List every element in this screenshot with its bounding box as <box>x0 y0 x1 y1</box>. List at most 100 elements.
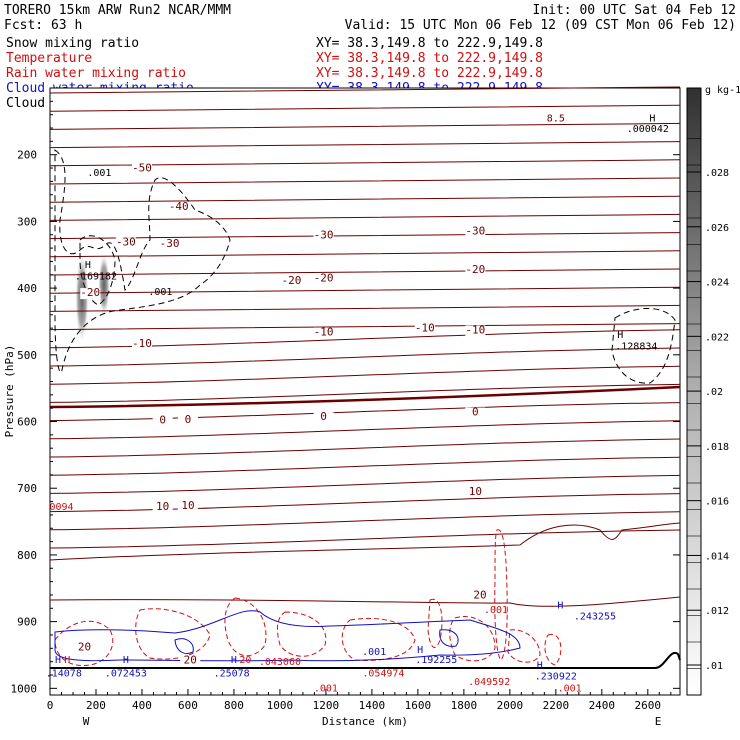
terrain-surface <box>50 651 681 669</box>
contour-annotation: H <box>231 655 237 666</box>
isotherm-line <box>49 347 681 367</box>
y-tick-label: 200 <box>17 149 37 162</box>
header-forecast-hour: Fcst: 63 h <box>4 18 82 33</box>
contour-annotation: .001 <box>484 605 508 616</box>
legend-field-name: Temperature <box>6 51 92 66</box>
zero-isotherm <box>49 385 681 409</box>
isotherm-line <box>49 438 681 458</box>
temperature-contour-label: -40 <box>169 200 189 213</box>
colorbar-tick-label: .01 <box>705 661 723 672</box>
x-tick-label: 2600 <box>635 699 662 712</box>
contour-label-bg <box>465 264 486 276</box>
header-valid-time: Valid: 15 UTC Mon 06 Feb 12 (09 CST Mon … <box>345 18 736 33</box>
y-tick-label: 600 <box>17 416 37 429</box>
contour-annotation: H <box>417 645 423 656</box>
contour-label-bg <box>313 230 334 242</box>
temperature-contour-label: 10 <box>469 485 482 498</box>
temperature-contour-label: 0 <box>185 413 192 426</box>
x-tick-label: 800 <box>224 699 244 712</box>
contour-annotation: H <box>55 655 61 666</box>
temperature-contour-label: 0 <box>320 410 327 423</box>
temperature-contour-label: 0 <box>472 406 479 419</box>
x-tick-label: 2200 <box>543 699 570 712</box>
colorbar-tick-label: .026 <box>705 223 729 234</box>
isotherm-line <box>49 522 681 561</box>
contour-label-bg <box>469 590 490 602</box>
contour-annotation: H <box>557 600 563 611</box>
x-tick-label: 1000 <box>267 699 294 712</box>
contour-annotation: .001 <box>558 684 582 695</box>
contour-annotation: .043060 <box>259 657 301 668</box>
x-tick-label: 200 <box>86 699 106 712</box>
contour-label-bg <box>152 502 173 514</box>
contour-annotation: .054974 <box>362 668 404 679</box>
colorbar-tick-label: .02 <box>705 387 723 398</box>
temperature-contour-label: 20 <box>473 588 486 601</box>
y-tick-label: 800 <box>17 549 37 562</box>
x-axis: 0 200 400 600 800 1000 1200 1400 1600 1800 2000 220… <box>47 689 672 712</box>
contour-annotation: 20 <box>239 655 251 666</box>
colorbar-tick-label: .016 <box>705 497 729 508</box>
isotherm-line <box>49 86 681 94</box>
isotherm-line <box>49 402 681 422</box>
contour-label-bg <box>152 415 173 427</box>
x-endpoint-right: E <box>655 715 662 728</box>
contour-annotation: .072453 <box>105 668 147 679</box>
contour-annotation: H <box>617 330 623 341</box>
contour-label-bg <box>115 237 136 249</box>
contour-annotation: .169182 <box>75 271 117 282</box>
contour-label-bg <box>465 226 486 238</box>
isotherm-line <box>49 195 681 203</box>
temperature-contour-label: -10 <box>415 321 435 334</box>
contour-label-bg <box>465 407 486 419</box>
temperature-contour-label: -20 <box>465 263 485 276</box>
isotherm-line <box>49 286 681 294</box>
isotherm-line <box>49 104 681 112</box>
isotherm-line <box>49 365 681 385</box>
temperature-contour-label: 10 <box>181 499 194 512</box>
contour-label-bg <box>168 202 189 214</box>
contour-label-bg <box>313 327 334 339</box>
isotherm-line <box>49 493 681 513</box>
contour-label-bg <box>177 500 198 512</box>
x-tick-label: 0 <box>47 699 54 712</box>
colorbar-tick-label: .024 <box>705 278 729 289</box>
contour-annotation: .243255 <box>574 612 616 623</box>
colorbar-tick-label: .022 <box>705 332 729 343</box>
contour-label-bg <box>159 238 180 250</box>
isotherm-line <box>49 596 681 607</box>
contour-annotation: .25078 <box>214 668 250 679</box>
temperature-contour-label: 20 <box>78 640 91 653</box>
header-title: TORERO 15km ARW Run2 NCAR/MMM <box>4 3 231 18</box>
colorbar: .01 .012 .014 .016 .018 .02 .022 .024 .026 .028 g… <box>686 85 740 696</box>
temperature-contour-label: -10 <box>465 323 485 336</box>
colorbar-tick-label: .018 <box>705 442 729 453</box>
isotherm-line <box>49 323 681 331</box>
contour-label-bg <box>313 412 334 424</box>
y-tick-label: 400 <box>17 282 37 295</box>
contour-annotation: .14078 <box>46 668 82 679</box>
isotherm-line <box>49 304 681 312</box>
contour-annotation: .001 <box>148 287 172 298</box>
isotherm-line <box>49 529 681 549</box>
contour-annotation: .001 <box>87 168 111 179</box>
x-tick-label: 2000 <box>497 699 524 712</box>
isotherm-line <box>49 383 681 403</box>
contour-label-bg <box>131 338 152 350</box>
legend-field-name: Rain water mixing ratio <box>6 66 186 81</box>
x-endpoint-left: W <box>83 715 90 728</box>
x-tick-label: 1200 <box>313 699 340 712</box>
contour-annotation: 0094 <box>49 502 73 513</box>
colorbar-tick-label: .012 <box>705 606 729 617</box>
isotherm-line <box>49 511 681 531</box>
isotherm-line <box>49 177 681 185</box>
y-axis-label: Pressure (hPa) <box>3 345 16 438</box>
temperature-contour-label: -20 <box>281 274 301 287</box>
x-tick-label: 600 <box>178 699 198 712</box>
isotherm-line <box>49 213 681 221</box>
temperature-contour-label: -10 <box>132 337 152 350</box>
temperature-contour-label: -30 <box>116 235 136 248</box>
contour-annotation: H <box>64 655 70 666</box>
x-tick-label: 400 <box>132 699 152 712</box>
